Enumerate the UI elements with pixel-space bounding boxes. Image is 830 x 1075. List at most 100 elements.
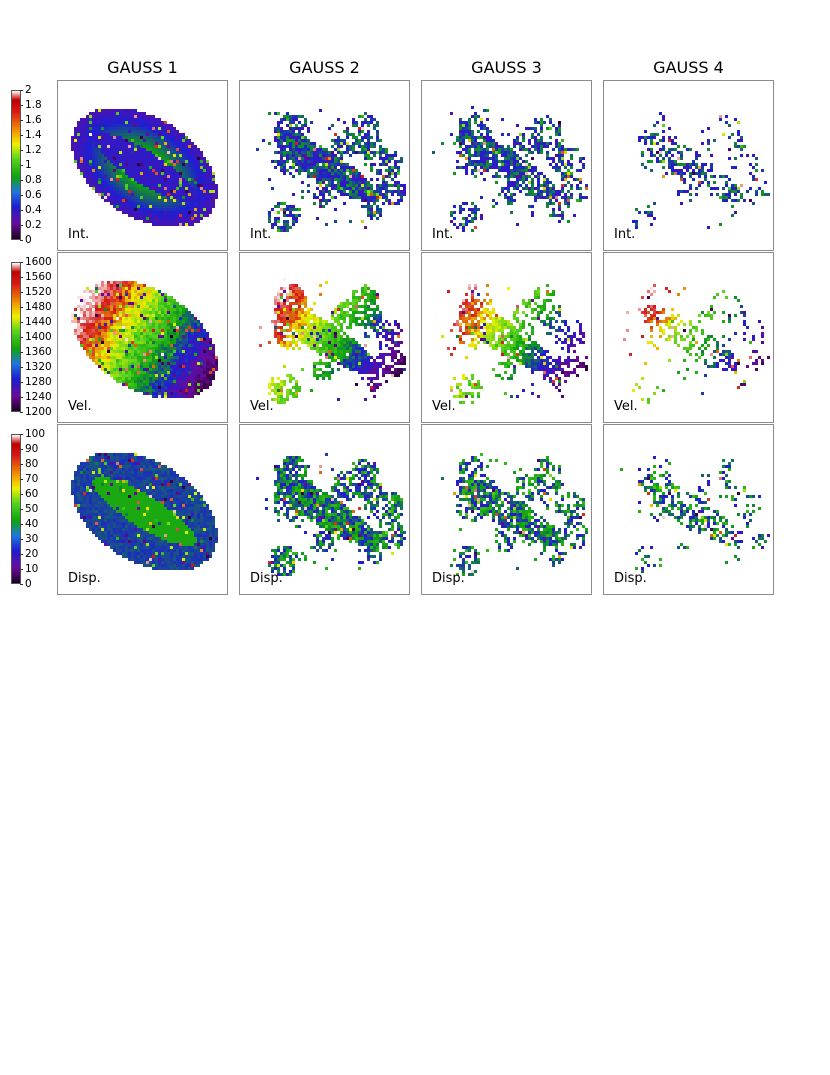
- heatmap-cell: [89, 329, 92, 332]
- heatmap-cell: [388, 323, 391, 326]
- heatmap-cell: [570, 148, 573, 151]
- heatmap-cell: [206, 350, 209, 353]
- heatmap-cell: [167, 166, 170, 169]
- heatmap-cell: [155, 347, 158, 350]
- heatmap-cell: [137, 365, 140, 368]
- heatmap-cell: [367, 323, 370, 326]
- heatmap-cell: [206, 344, 209, 347]
- heatmap-cell: [113, 199, 116, 202]
- heatmap-cell: [361, 127, 364, 130]
- heatmap-cell: [507, 202, 510, 205]
- heatmap-cell: [352, 121, 355, 124]
- heatmap-cell: [468, 139, 471, 142]
- heatmap-cell: [549, 121, 552, 124]
- heatmap-cell: [134, 160, 137, 163]
- heatmap-cell: [200, 217, 203, 220]
- heatmap-cell: [203, 344, 206, 347]
- heatmap-cell: [370, 205, 373, 208]
- heatmap-cell: [385, 181, 388, 184]
- heatmap-cell: [403, 187, 406, 190]
- heatmap-cell: [149, 332, 152, 335]
- heatmap-cell: [298, 332, 301, 335]
- heatmap-cell: [292, 341, 295, 344]
- heatmap-cell: [367, 296, 370, 299]
- heatmap-cell: [343, 178, 346, 181]
- heatmap-cell: [98, 341, 101, 344]
- heatmap-cell: [131, 314, 134, 317]
- heatmap-cell: [134, 127, 137, 130]
- heatmap-cell: [564, 172, 567, 175]
- heatmap-image: [632, 112, 770, 229]
- heatmap-cell: [644, 166, 647, 169]
- heatmap-cell: [301, 145, 304, 148]
- heatmap-cell: [86, 127, 89, 130]
- heatmap-cell: [340, 175, 343, 178]
- heatmap-cell: [206, 353, 209, 356]
- heatmap-cell: [379, 148, 382, 151]
- heatmap-cell: [301, 169, 304, 172]
- heatmap-cell: [176, 145, 179, 148]
- heatmap-cell: [185, 368, 188, 371]
- heatmap-cell: [101, 317, 104, 320]
- heatmap-cell: [164, 199, 167, 202]
- heatmap-cell: [125, 317, 128, 320]
- heatmap-cell: [519, 172, 522, 175]
- heatmap-cell: [122, 290, 125, 293]
- heatmap-cell: [367, 314, 370, 317]
- heatmap-cell: [295, 335, 298, 338]
- heatmap-cell: [164, 359, 167, 362]
- heatmap-cell: [107, 290, 110, 293]
- heatmap-cell: [122, 338, 125, 341]
- heatmap-cell: [161, 377, 164, 380]
- heatmap-cell: [128, 386, 131, 389]
- heatmap-cell: [113, 302, 116, 305]
- heatmap-cell: [561, 175, 564, 178]
- heatmap-cell: [143, 211, 146, 214]
- heatmap-cell: [507, 166, 510, 169]
- heatmap-cell: [286, 341, 289, 344]
- heatmap-cell: [137, 314, 140, 317]
- heatmap-cell: [283, 314, 286, 317]
- heatmap-cell: [110, 124, 113, 127]
- heatmap-cell: [167, 145, 170, 148]
- heatmap-cell: [173, 338, 176, 341]
- heatmap-cell: [370, 308, 373, 311]
- panel-label: Vel.: [68, 399, 92, 414]
- heatmap-cell: [182, 202, 185, 205]
- heatmap-cell: [361, 181, 364, 184]
- heatmap-cell: [113, 115, 116, 118]
- heatmap-cell: [567, 148, 570, 151]
- heatmap-cell: [483, 142, 486, 145]
- heatmap-cell: [131, 386, 134, 389]
- heatmap-cell: [161, 166, 164, 169]
- heatmap-cell: [495, 163, 498, 166]
- heatmap-cell: [83, 335, 86, 338]
- heatmap-cell: [143, 314, 146, 317]
- heatmap-cell: [158, 359, 161, 362]
- heatmap-cell: [370, 293, 373, 296]
- heatmap-cell: [373, 163, 376, 166]
- heatmap-cell: [376, 193, 379, 196]
- heatmap-cell: [128, 151, 131, 154]
- heatmap-cell: [197, 332, 200, 335]
- heatmap-cell: [313, 335, 316, 338]
- colorbar-tick-label: 1240: [20, 391, 52, 403]
- heatmap-cell: [92, 166, 95, 169]
- heatmap-cell: [373, 296, 376, 299]
- heatmap-cell: [152, 154, 155, 157]
- heatmap-cell: [325, 199, 328, 202]
- heatmap-cell: [98, 151, 101, 154]
- heatmap-cell: [373, 199, 376, 202]
- heatmap-cell: [179, 350, 182, 353]
- heatmap-cell: [289, 118, 292, 121]
- heatmap-cell: [292, 163, 295, 166]
- heatmap-cell: [188, 217, 191, 220]
- heatmap-cell: [146, 335, 149, 338]
- heatmap-cell: [343, 344, 346, 347]
- heatmap-cell: [167, 124, 170, 127]
- heatmap-cell: [89, 326, 92, 329]
- heatmap-cell: [307, 169, 310, 172]
- heatmap-cell: [176, 311, 179, 314]
- heatmap-cell: [194, 193, 197, 196]
- heatmap-cell: [761, 190, 764, 193]
